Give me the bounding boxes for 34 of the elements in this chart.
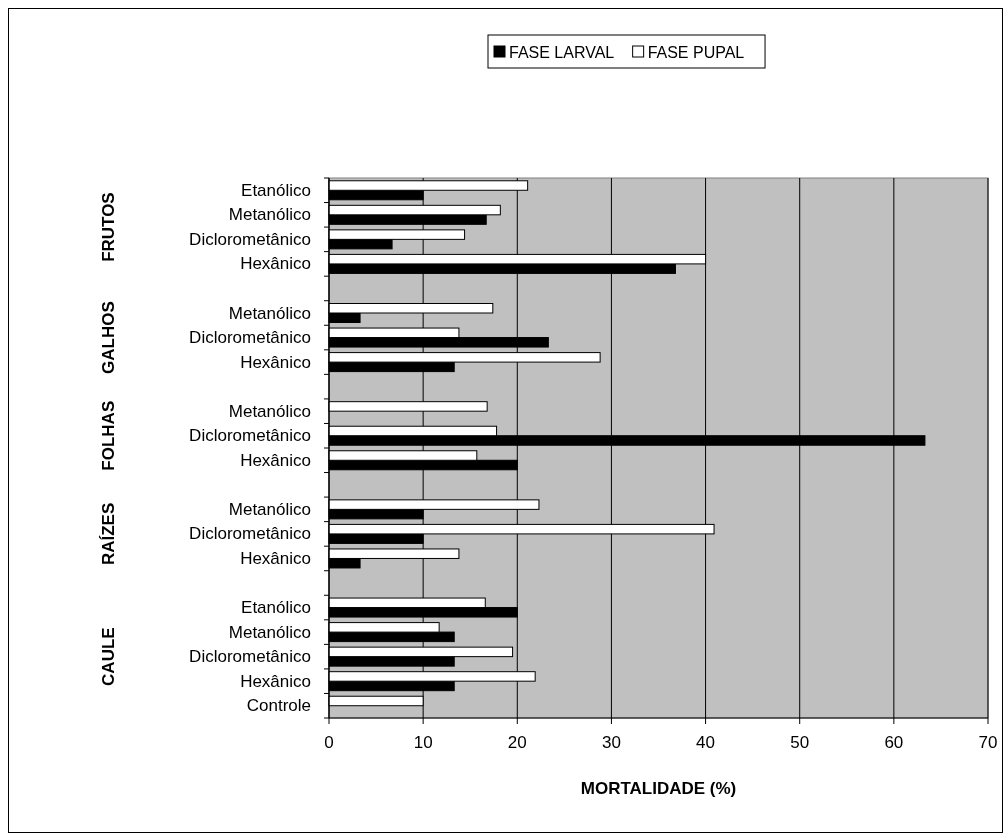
- text: FRUTOS: [98, 192, 118, 262]
- y-tick-label: Etanólico: [241, 598, 311, 618]
- y-tick-label: Diclorometânico: [189, 524, 311, 544]
- y-tick-label: Metanólico: [228, 303, 311, 323]
- x-tick-label: 10: [413, 733, 433, 752]
- legend-label: FASE LARVAL: [509, 43, 615, 61]
- text: RAÍZES: [98, 502, 118, 566]
- y-tick-label: Diclorometânico: [189, 328, 311, 348]
- y-tick-label: Metanólico: [228, 401, 311, 421]
- x-tick-label: 30: [601, 733, 621, 752]
- x-tick-label: 40: [696, 733, 716, 752]
- x-tick-label: 20: [507, 733, 527, 752]
- y-tick-label: Diclorometânico: [189, 647, 311, 667]
- legend-label: FASE PUPAL: [647, 43, 745, 61]
- text: GALHOS: [98, 301, 118, 374]
- y-tick-label: Hexânico: [240, 254, 311, 274]
- text: CAULE: [98, 627, 118, 686]
- y-tick-label: Hexânico: [240, 450, 311, 470]
- y-tick-label: Metanólico: [228, 205, 311, 225]
- x-tick-label: 60: [884, 733, 904, 752]
- y-tick-label: Metanólico: [228, 499, 311, 519]
- y-tick-label: Hexânico: [240, 671, 311, 691]
- text: FOLHAS: [98, 400, 118, 471]
- x-tick-label: 70: [978, 733, 998, 752]
- y-tick-label: Controle: [246, 696, 311, 716]
- x-axis-title: MORTALIDADE (%): [580, 779, 737, 798]
- x-tick-label: 50: [790, 733, 810, 752]
- y-tick-label: Diclorometânico: [189, 229, 311, 249]
- y-tick-label: Metanólico: [228, 622, 311, 642]
- y-tick-label: Hexânico: [240, 548, 311, 568]
- y-tick-label: Etanólico: [241, 180, 311, 200]
- y-tick-label: Hexânico: [240, 352, 311, 372]
- y-tick-label: Diclorometânico: [189, 426, 311, 446]
- x-tick-label: 0: [324, 733, 334, 752]
